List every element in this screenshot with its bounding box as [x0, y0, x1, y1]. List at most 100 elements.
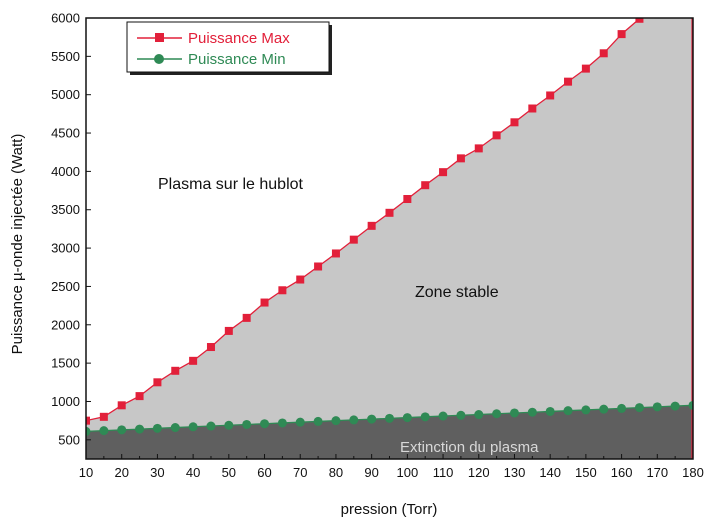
data-point-min: [545, 406, 555, 416]
data-point-min: [652, 402, 662, 412]
annotation-zone-stable: Zone stable: [415, 284, 499, 301]
data-point-max: [403, 195, 412, 204]
x-tick-label: 90: [364, 465, 378, 480]
data-point-max: [171, 366, 180, 375]
y-tick-label: 500: [58, 432, 80, 447]
data-point-min: [349, 415, 359, 425]
x-tick-label: 30: [150, 465, 164, 480]
x-tick-label: 180: [682, 465, 704, 480]
data-point-max: [296, 275, 305, 284]
x-tick-label: 160: [611, 465, 633, 480]
data-point-min: [135, 424, 145, 434]
x-tick-label: 150: [575, 465, 597, 480]
legend-label-max: Puissance Max: [188, 30, 290, 47]
data-point-max: [349, 235, 358, 244]
data-point-min: [170, 423, 180, 433]
y-tick-label: 5500: [51, 49, 80, 64]
data-point-max: [617, 30, 626, 39]
data-point-min: [188, 422, 198, 432]
data-point-max: [564, 77, 573, 86]
series-layer: [86, 18, 693, 436]
y-tick-label: 6000: [51, 11, 80, 26]
y-tick-label: 4500: [51, 126, 80, 141]
data-point-max: [86, 416, 90, 425]
x-tick-label: 20: [114, 465, 128, 480]
data-point-min: [456, 410, 466, 420]
data-point-max: [278, 286, 287, 295]
x-tick-label: 40: [186, 465, 200, 480]
data-point-min: [617, 403, 627, 413]
data-point-min: [260, 419, 270, 429]
y-tick-label: 2000: [51, 317, 80, 332]
data-point-min: [152, 423, 162, 433]
data-point-max: [331, 249, 340, 258]
annotation-extinction: Extinction du plasma: [400, 439, 539, 456]
data-point-max: [135, 392, 144, 401]
y-tick-label: 1000: [51, 394, 80, 409]
data-point-min: [688, 400, 693, 410]
x-tick-label: 10: [79, 465, 93, 480]
region-stable: [86, 18, 693, 459]
data-point-min: [634, 403, 644, 413]
x-tick-label: 100: [397, 465, 419, 480]
data-point-max: [474, 144, 483, 153]
data-point-min: [438, 411, 448, 421]
x-tick-label: 60: [257, 465, 271, 480]
region-extinction: [86, 405, 693, 459]
y-tick-label: 3000: [51, 241, 80, 256]
data-point-min: [242, 419, 252, 429]
data-point-min: [277, 418, 287, 428]
data-point-min: [420, 412, 430, 422]
data-point-min: [670, 401, 680, 411]
data-point-min: [117, 425, 127, 435]
data-point-min: [86, 426, 91, 436]
data-point-min: [295, 417, 305, 427]
y-tick-label: 1500: [51, 356, 80, 371]
data-point-max: [117, 401, 126, 410]
data-point-min: [206, 421, 216, 431]
shaded-regions: [86, 18, 693, 459]
data-point-min: [224, 420, 234, 430]
axis-ticks: 10 20 30 40 50 60 70 80 90 100 110 120 130 140 150 160 1…: [51, 11, 704, 481]
x-tick-label: 50: [222, 465, 236, 480]
data-point-max: [224, 326, 233, 335]
x-tick-label: 170: [646, 465, 668, 480]
data-point-max: [367, 221, 376, 230]
legend-label-min: Puissance Min: [188, 51, 286, 68]
data-point-max: [385, 208, 394, 217]
x-tick-label: 80: [329, 465, 343, 480]
y-axis-label: Puissance µ-onde injectée (Watt): [9, 134, 26, 355]
data-point-max: [314, 262, 323, 271]
data-point-min: [492, 409, 502, 419]
data-point-max: [206, 343, 215, 352]
data-point-max: [260, 298, 269, 307]
legend-marker-min: [154, 54, 164, 64]
data-point-min: [385, 413, 394, 423]
data-point-max: [581, 64, 590, 73]
data-point-min: [99, 426, 109, 436]
y-tick-label: 4000: [51, 164, 80, 179]
x-tick-label: 130: [504, 465, 526, 480]
data-point-max: [153, 378, 162, 387]
x-tick-label: 140: [539, 465, 561, 480]
data-point-min: [367, 414, 377, 424]
data-point-min: [313, 416, 323, 426]
data-point-min: [581, 405, 591, 415]
y-tick-label: 2500: [51, 279, 80, 294]
x-tick-label: 120: [468, 465, 490, 480]
legend: Puissance Max Puissance Min: [126, 21, 332, 75]
x-tick-label: 70: [293, 465, 307, 480]
data-point-max: [189, 356, 198, 365]
data-point-min: [563, 406, 573, 416]
data-point-max: [439, 168, 448, 177]
y-tick-label: 3500: [51, 202, 80, 217]
data-point-max: [492, 131, 501, 140]
data-point-min: [509, 408, 519, 418]
y-tick-label: 5000: [51, 87, 80, 102]
x-axis-label: pression (Torr): [341, 501, 438, 518]
data-point-max: [242, 313, 251, 322]
annotation-plasma-hublot: Plasma sur le hublot: [158, 176, 304, 193]
legend-marker-max: [155, 33, 164, 42]
data-point-max: [635, 18, 644, 23]
